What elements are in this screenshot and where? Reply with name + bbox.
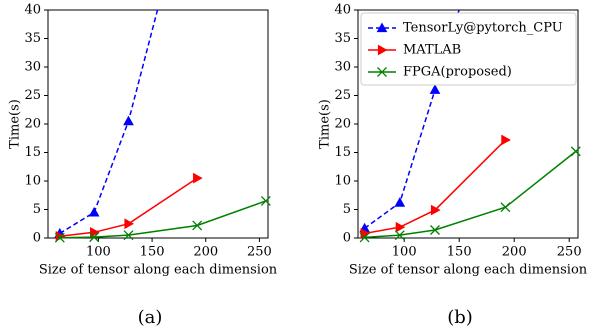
marker: [570, 146, 581, 157]
marker: [88, 206, 100, 217]
marker: [124, 218, 135, 230]
y-tick-label: 30: [334, 60, 351, 75]
caption: (b): [447, 307, 473, 328]
marker: [123, 115, 134, 126]
marker: [501, 134, 511, 146]
marker: [395, 221, 406, 233]
marker: [123, 230, 134, 241]
y-tick-label: 5: [343, 202, 351, 217]
caption: (a): [138, 307, 163, 328]
legend-marker: [377, 44, 388, 56]
series-line: [364, 139, 506, 235]
y-tick-label: 25: [334, 88, 351, 103]
series-layer: [54, 10, 271, 243]
marker: [193, 172, 203, 184]
legend-box: [360, 12, 577, 86]
series-line: [59, 10, 159, 235]
y-tick-label: 20: [24, 117, 41, 132]
y-axis-label: Time(s): [318, 99, 333, 149]
y-tick-label: 40: [334, 3, 351, 18]
marker: [500, 202, 511, 213]
x-tick-label: 100: [86, 245, 111, 260]
y-tick-label: 10: [24, 174, 41, 189]
x-tick-label: 200: [502, 245, 527, 260]
plot-frame: [357, 9, 579, 239]
legend-label: MATLAB: [403, 43, 461, 58]
y-tick-label: 10: [334, 174, 351, 189]
marker: [377, 67, 387, 77]
marker: [377, 44, 388, 56]
y-tick-label: 30: [24, 60, 41, 75]
marker: [89, 232, 100, 243]
y-tick-label: 35: [24, 31, 41, 46]
legend-label: TensorLy@pytorch_CPU: [403, 21, 563, 36]
y-tick-label: 25: [24, 88, 41, 103]
marker: [359, 232, 370, 243]
legend-label: FPGA(proposed): [403, 65, 512, 80]
y-tick-label: 15: [334, 145, 351, 160]
marker: [394, 197, 406, 207]
y-tick-label: 35: [334, 31, 351, 46]
marker: [430, 204, 441, 216]
legend-marker: [376, 22, 388, 33]
series-layer: [359, 10, 581, 243]
y-axis-label: Time(s): [8, 99, 23, 149]
x-tick-label: 100: [392, 245, 417, 260]
x-tick-label: 150: [447, 245, 472, 260]
y-tick-label: 20: [334, 117, 351, 132]
x-tick-label: 200: [193, 245, 218, 260]
y-tick-label: 15: [24, 145, 41, 160]
x-tick-label: 150: [140, 245, 165, 260]
marker: [430, 225, 440, 235]
marker: [376, 22, 388, 33]
marker: [54, 232, 65, 243]
marker: [429, 84, 441, 94]
y-tick-label: 40: [24, 3, 41, 18]
x-axis-label: Size of tensor along each dimension: [349, 263, 588, 278]
y-tick-label: 5: [33, 202, 41, 217]
marker: [394, 230, 405, 241]
x-tick-label: 250: [247, 245, 272, 260]
marker: [192, 220, 203, 231]
series-line: [59, 177, 198, 238]
x-axis-label: Size of tensor along each dimension: [39, 263, 278, 278]
y-tick-label: 0: [33, 231, 41, 246]
marker: [90, 226, 100, 238]
marker: [260, 195, 271, 206]
y-tick-label: 0: [343, 231, 351, 246]
x-tick-label: 250: [557, 245, 582, 260]
legend-marker: [377, 67, 387, 77]
